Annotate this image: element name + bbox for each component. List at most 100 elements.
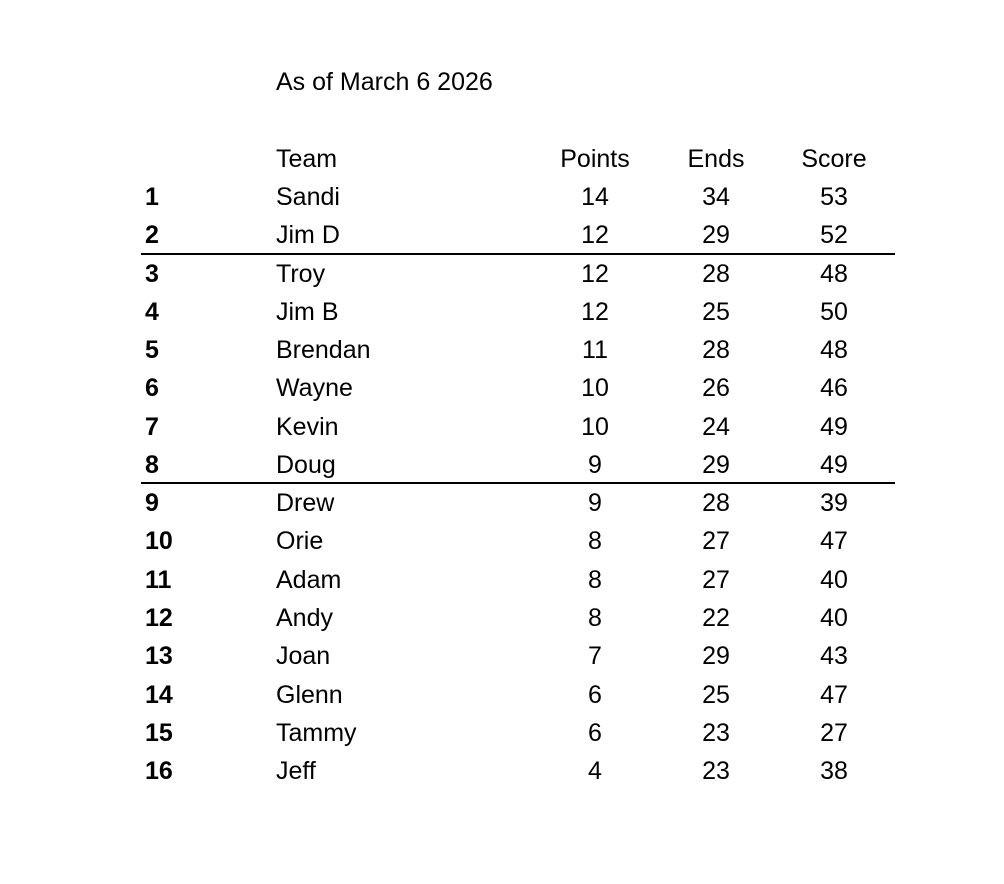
points-cell: 9 [588, 489, 602, 518]
ends-cell: 25 [702, 680, 730, 709]
table-row: 16 Jeff 4 23 38 [141, 752, 895, 790]
team-cell: Jim B [276, 297, 339, 326]
header-score: Score [801, 145, 867, 173]
points-cell: 14 [581, 183, 609, 211]
team-cell: Wayne [276, 374, 353, 403]
ends-cell: 27 [702, 565, 730, 594]
ends-cell: 29 [702, 450, 730, 479]
points-cell: 9 [588, 450, 602, 479]
ends-cell: 28 [702, 489, 730, 518]
team-cell: Joan [276, 642, 331, 671]
table-row: 8 Doug 9 29 49 [141, 446, 895, 485]
score-cell: 47 [820, 527, 848, 556]
score-cell: 40 [820, 603, 848, 632]
score-cell: 40 [820, 565, 848, 594]
points-cell: 10 [581, 374, 609, 403]
team-cell: Troy [276, 259, 326, 288]
rank-cell: 8 [145, 450, 159, 479]
score-cell: 47 [820, 680, 848, 709]
rank-cell: 12 [145, 603, 173, 632]
table-row: 4 Jim B 12 25 50 [141, 293, 895, 331]
ends-cell: 28 [702, 259, 730, 288]
score-cell: 43 [820, 642, 848, 671]
rank-cell: 10 [145, 527, 173, 556]
rank-cell: 11 [145, 565, 172, 594]
points-cell: 8 [588, 565, 602, 594]
ends-cell: 23 [702, 718, 730, 747]
rank-cell: 16 [145, 757, 173, 786]
points-cell: 12 [581, 297, 609, 326]
ends-cell: 26 [702, 374, 730, 403]
standings-date: As of March 6 2026 [276, 68, 493, 96]
ends-cell: 34 [702, 183, 730, 211]
ends-cell: 25 [702, 297, 730, 326]
points-cell: 10 [581, 412, 609, 441]
score-cell: 50 [820, 297, 848, 326]
table-row: 1 Sandi 14 34 53 [141, 178, 895, 216]
table-row: 15 Tammy 6 23 27 [141, 714, 895, 752]
points-cell: 12 [581, 259, 609, 288]
score-cell: 46 [820, 374, 848, 403]
rank-cell: 5 [145, 336, 159, 365]
score-cell: 52 [820, 221, 848, 250]
rank-cell: 13 [145, 642, 173, 671]
rank-cell: 9 [145, 489, 159, 518]
team-cell: Adam [276, 565, 342, 594]
score-cell: 49 [820, 412, 848, 441]
table-row: 14 Glenn 6 25 47 [141, 676, 895, 714]
points-cell: 7 [588, 642, 602, 671]
ends-cell: 28 [702, 336, 730, 365]
table-row: 12 Andy 8 22 40 [141, 599, 895, 637]
score-cell: 53 [820, 183, 848, 211]
team-cell: Sandi [276, 183, 340, 211]
points-cell: 11 [582, 336, 608, 365]
team-cell: Glenn [276, 680, 343, 709]
header-ends: Ends [687, 145, 745, 173]
ends-cell: 29 [702, 642, 730, 671]
ends-cell: 27 [702, 527, 730, 556]
ends-cell: 29 [702, 221, 730, 250]
rank-cell: 2 [145, 221, 159, 250]
rank-cell: 14 [145, 680, 173, 709]
score-cell: 39 [820, 489, 848, 518]
table-row: 5 Brendan 11 28 48 [141, 331, 895, 369]
team-cell: Orie [276, 527, 324, 556]
table-row: 13 Joan 7 29 43 [141, 637, 895, 675]
rank-cell: 1 [145, 183, 159, 211]
table-row: 7 Kevin 10 24 49 [141, 408, 895, 446]
table-row: 10 Orie 8 27 47 [141, 522, 895, 560]
header-row: Team Points Ends Score [141, 140, 895, 178]
header-points: Points [560, 145, 630, 173]
header-team: Team [276, 145, 338, 173]
team-cell: Tammy [276, 718, 357, 747]
team-cell: Kevin [276, 412, 339, 441]
points-cell: 12 [581, 221, 609, 250]
table-row: 2 Jim D 12 29 52 [141, 216, 895, 255]
rank-cell: 4 [145, 297, 159, 326]
score-cell: 48 [820, 336, 848, 365]
score-cell: 48 [820, 259, 848, 288]
team-cell: Jeff [276, 757, 316, 786]
rank-cell: 3 [145, 259, 159, 288]
score-cell: 38 [820, 757, 848, 786]
score-cell: 27 [820, 718, 848, 747]
ends-cell: 23 [702, 757, 730, 786]
team-cell: Jim D [276, 221, 340, 250]
table-row: 6 Wayne 10 26 46 [141, 369, 895, 407]
team-cell: Andy [276, 603, 333, 632]
team-cell: Drew [276, 489, 335, 518]
points-cell: 4 [588, 757, 602, 786]
points-cell: 8 [588, 527, 602, 556]
points-cell: 6 [588, 680, 602, 709]
points-cell: 8 [588, 603, 602, 632]
rank-cell: 6 [145, 374, 159, 403]
score-cell: 49 [820, 450, 848, 479]
table-row: 11 Adam 8 27 40 [141, 561, 895, 599]
ends-cell: 22 [702, 603, 730, 632]
team-cell: Doug [276, 450, 336, 479]
rank-cell: 7 [145, 412, 159, 441]
team-cell: Brendan [276, 336, 371, 365]
table-row: 9 Drew 9 28 39 [141, 484, 895, 522]
table-row: 3 Troy 12 28 48 [141, 255, 895, 293]
rank-cell: 15 [145, 718, 173, 747]
